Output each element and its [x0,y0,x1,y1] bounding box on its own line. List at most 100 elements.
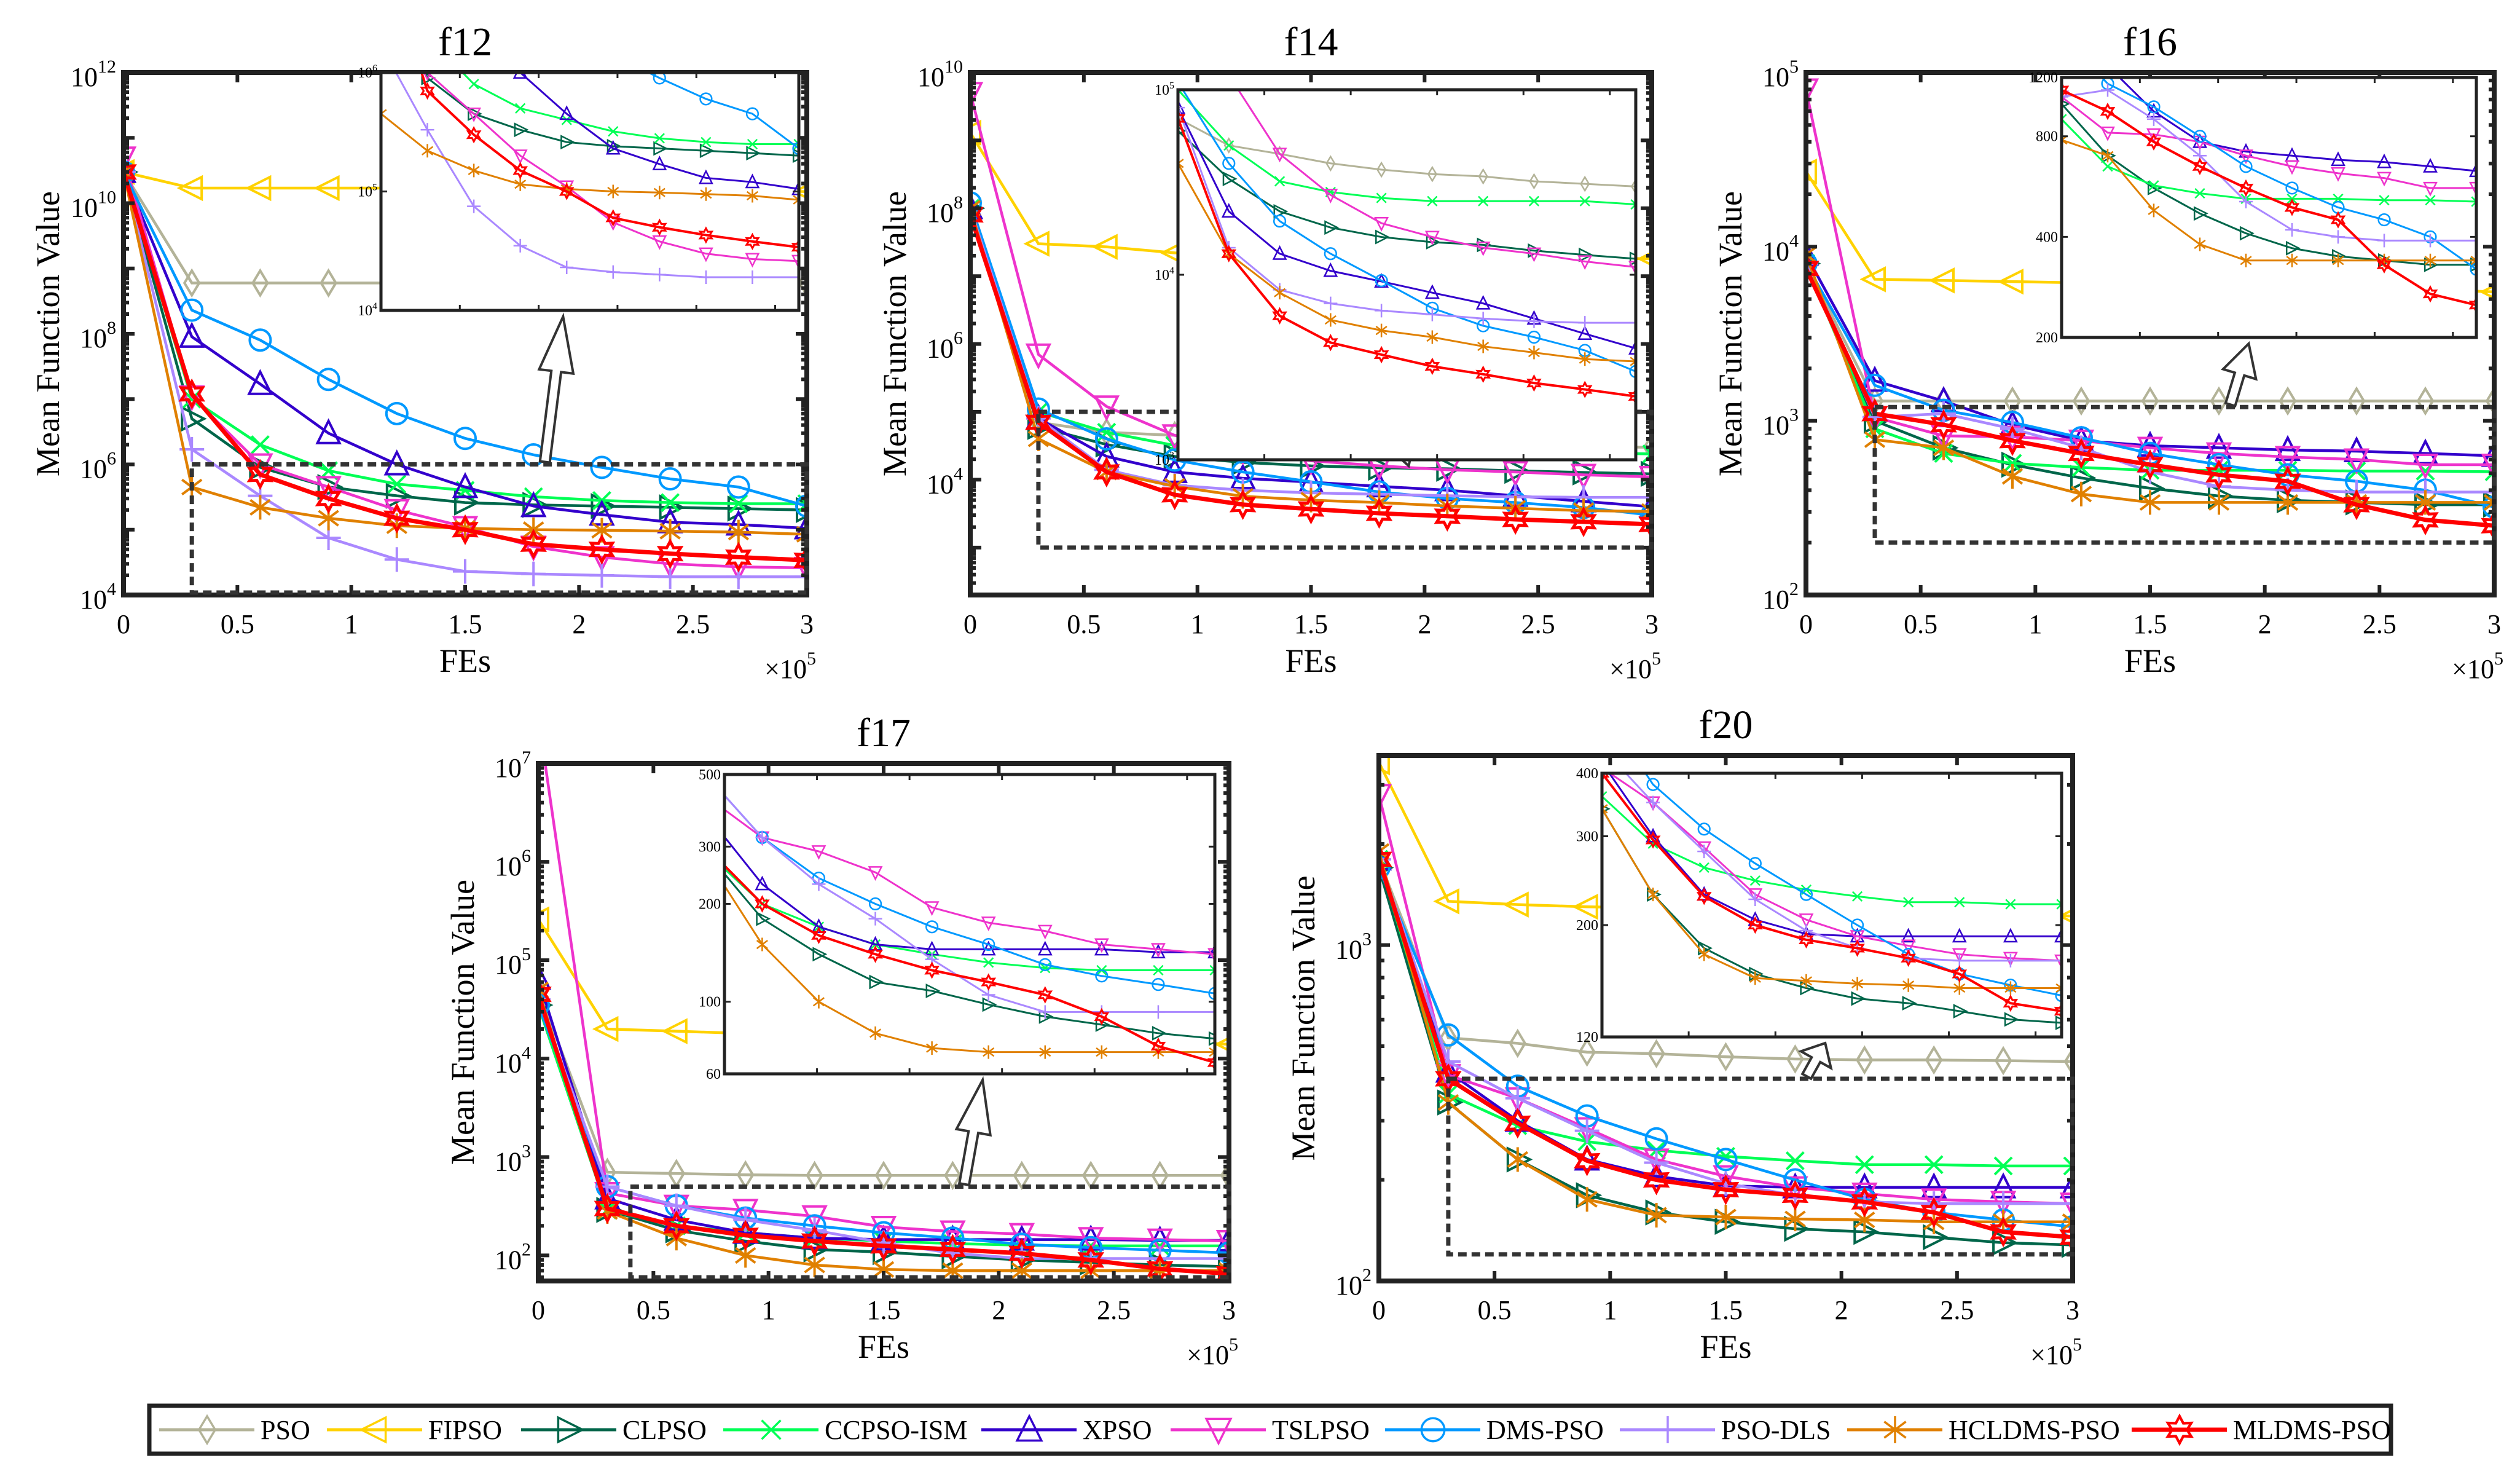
inset-data-point-CLPSO [2004,1012,2019,1027]
inset-data-point-TSLPSO [2285,160,2299,175]
x-tick-label: 3 [2066,1295,2079,1325]
inset-data-point-TSLPSO [1037,924,1053,940]
data-point-TSLPSO [2343,448,2370,475]
inset-data-point-TSLPSO [512,149,528,165]
data-point-MLDMS-PSO [1077,1244,1104,1275]
data-point-XPSO [1861,365,1888,392]
x-multiplier: ×105 [1187,1334,1238,1370]
inset-data-point-HCLDMS-PSO [1579,352,1591,366]
x-tick-label: 2.5 [2363,609,2396,639]
data-point-CCPSO-ISM [1785,1151,1805,1170]
inset-data-point-MLDMS-PSO [791,238,799,256]
inset-data-point-MLDMS-PSO [2284,199,2300,216]
inset-data-point-PSO [1211,731,1219,744]
inset-data-point-MLDMS-PSO [559,183,575,200]
legend-label: TSLPSO [1272,1415,1370,1445]
data-point-PSO [183,268,201,298]
data-point-DMS-PSO [726,475,750,499]
inset-zoom-f17: 60 100 200 300 500 [699,724,1219,1082]
inset-data-point-MLDMS-PSO [2330,211,2346,229]
data-point-XPSO [315,418,342,444]
inset-data-point-CCPSO-ISM [468,79,479,90]
inset-data-point-TSLPSO [981,916,996,931]
x-tick-label: 2 [572,609,586,639]
inset-data-point-XPSO [1952,928,1967,943]
inset-data-point-DMS-PSO [607,49,619,61]
y-tick-label: 103 [1762,405,1799,441]
y-tick-exponent: 12 [98,57,116,77]
data-point-HCLDMS-PSO [804,1252,825,1277]
inset-data-point-MLDMS-PSO [1850,939,1865,957]
x-axis-label: FEs [858,1328,909,1365]
inset-data-point-XPSO [1577,325,1593,340]
data-point-PSO-DLS [1505,1086,1530,1111]
zoom-region-box [1872,404,2497,545]
inset-data-point-XPSO [698,169,713,184]
inset-data-point-PSO [758,724,766,738]
data-point-MLDMS-PSO [2059,1221,2073,1253]
y-tick-exponent: 3 [1362,929,1372,950]
data-point-MLDMS-PSO [1379,843,1392,875]
data-point-MLDMS-PSO [124,156,137,187]
data-point-FIPSO [1502,891,1529,918]
inset-data-point-DMS-PSO [792,141,799,156]
data-point-XPSO [1215,1225,1229,1252]
data-point-MLDMS-PSO [1920,1197,1947,1228]
triangle-left-marker-icon [359,1416,387,1444]
inset-data-point-TSLPSO [1151,943,1166,958]
inset-data-point-CLPSO [925,983,941,998]
y-tick-label: 102 [1335,1265,1372,1301]
y-tick-label: 104 [1762,231,1799,266]
inset-data-point-PSO [1853,737,1861,751]
inset-data-point-CLPSO [1152,1026,1167,1041]
data-point-MLDMS-PSO [1215,1258,1229,1281]
data-point-PSO [1994,1046,2012,1076]
inset-data-point-XPSO [559,105,575,120]
inset-data-point-PSO-DLS [1375,304,1389,318]
x-tick-label: 1 [762,1295,775,1325]
inset-data-point-HCLDMS-PSO [2102,149,2114,163]
inset-data-point-TSLPSO [2331,167,2345,182]
y-tick-exponent: 4 [107,579,116,599]
inset-data-point-PSO-DLS [653,267,667,282]
inset-data-point-HCLDMS-PSO [1647,888,1659,902]
data-point-PSO [2279,386,2297,416]
y-tick-exponent: 6 [522,846,531,866]
data-point-TSLPSO [2481,454,2494,480]
inset-data-point-DMS-PSO [1038,958,1052,972]
data-point-MLDMS-PSO [246,459,274,491]
data-point-CLPSO [317,474,344,500]
y-tick-label: 105 [1762,57,1799,92]
zoom-region-box [1446,1076,2075,1257]
inset-data-point-HCLDMS-PSO [2332,253,2344,267]
data-point-HCLDMS-PSO [2062,1209,2073,1234]
series-line-DMS-PSO [1379,867,2073,1229]
inset-data-point-TSLPSO [868,866,883,881]
inset-data-point-DMS-PSO [1273,215,1287,228]
data-point-MLDMS-PSO [588,534,616,565]
inset-data-point-DMS-PSO [699,92,713,106]
data-point-PSO-DLS [1217,1246,1229,1271]
data-point-MLDMS-PSO [452,514,479,545]
data-point-PSO-DLS [384,547,409,572]
y-tick-base: 10 [1762,62,1789,92]
data-point-DMS-PSO [453,427,477,451]
y-tick-label: 106 [80,449,116,484]
inset-data-point-XPSO [1628,339,1636,355]
data-point-MLDMS-PSO [732,1220,759,1251]
inset-y-tick-label: 106 [358,63,377,81]
inset-y-tick-label: 100 [699,995,721,1011]
inset-data-point-HCLDMS-PSO [1749,971,1761,985]
data-point-DMS-PSO [1863,373,1886,397]
series-line-MLDMS-PSO [1806,267,2494,528]
inset-data-point-XPSO [652,156,667,170]
inset-series-line-DMS-PSO [1644,773,2062,997]
inset-data-point-TSLPSO [1628,261,1636,276]
inset-data-point-HCLDMS-PSO [1630,355,1636,369]
inset-data-point-TSLPSO [2239,149,2253,165]
inset-data-point-MLDMS-PSO [1221,245,1237,262]
inset-data-point-PSO-DLS [1476,312,1490,326]
y-tick-base: 10 [927,469,954,499]
data-point-PSO-DLS [795,564,807,589]
